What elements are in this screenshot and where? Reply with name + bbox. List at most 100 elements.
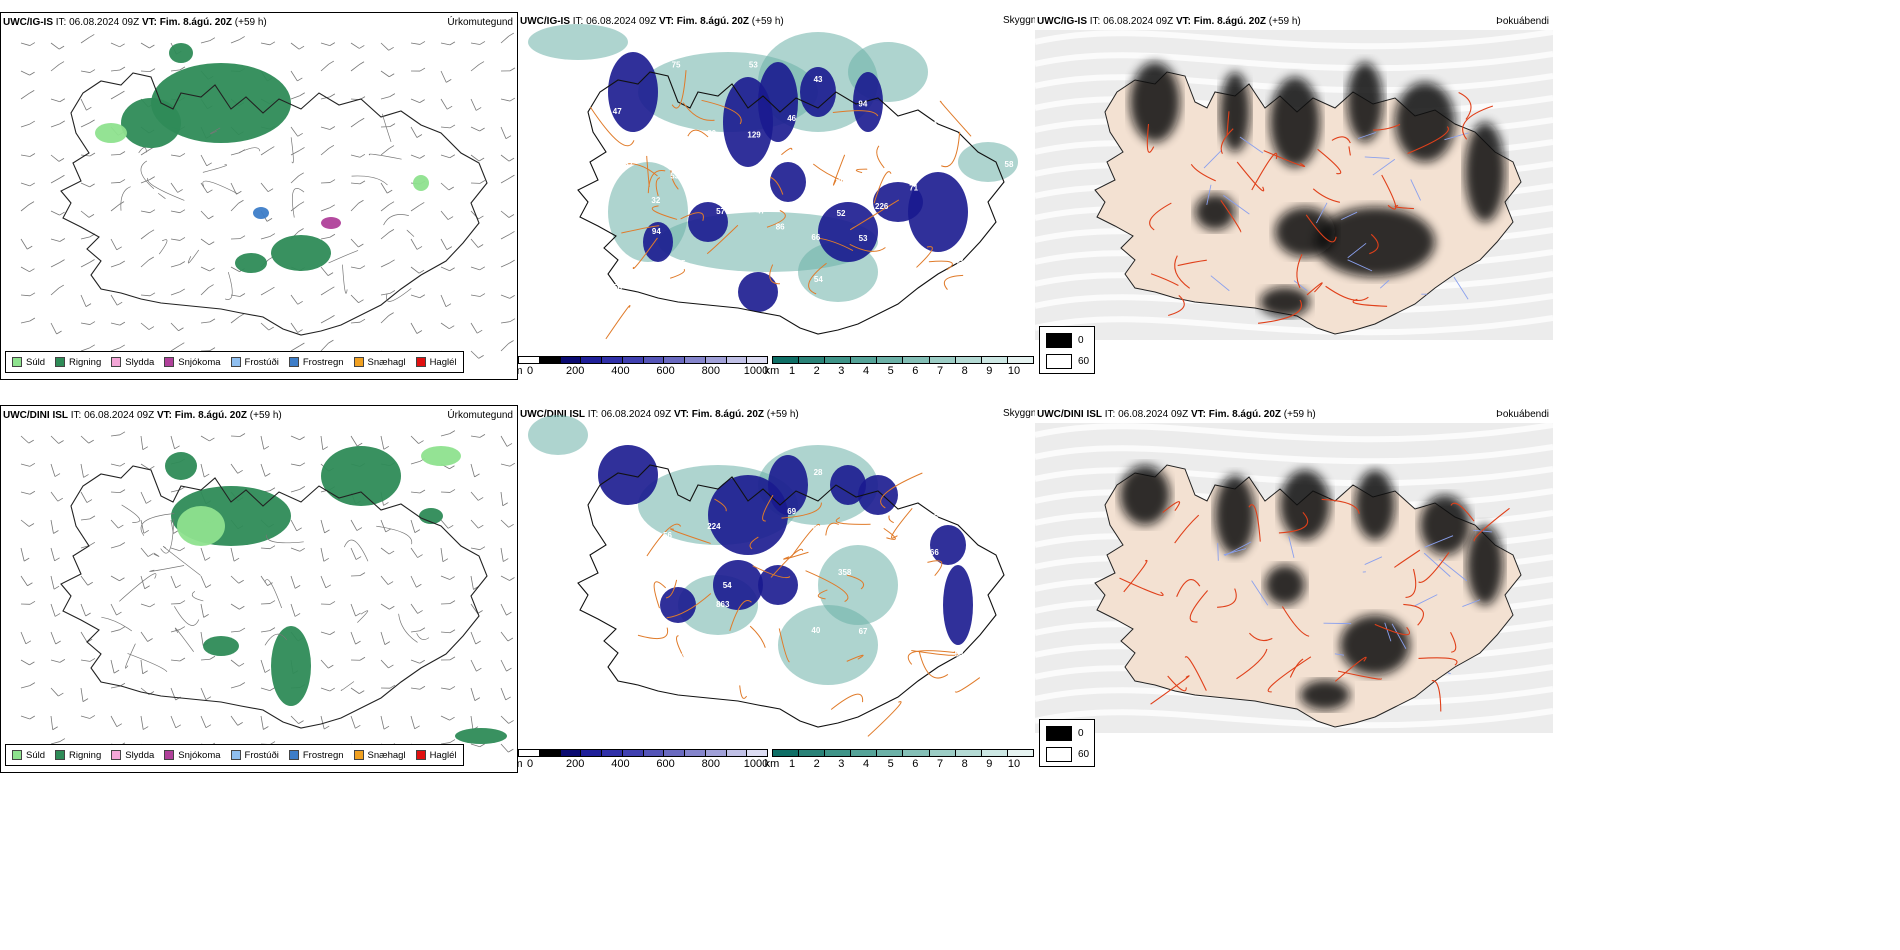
model-row: UWC/DINI ISL IT: 06.08.2024 09Z VT: Fim.… [0,405,1900,785]
visibility-value-label: 51 [1004,112,1013,121]
visibility-value-label: 94 [652,227,661,236]
legend-item-rigning: Rigning [55,357,101,368]
visibility-panel: UWC/IG-IS IT: 06.08.2024 09Z VT: Fim. 8.… [518,12,1035,384]
legend-label: Frostregn [302,749,344,761]
legend-label: Frostúði [244,356,279,368]
cloud-base-colorbar: m02004006008001000 [518,749,768,771]
legend-item-haglél: Haglél [415,749,457,761]
cloud-base-tick: 400 [611,758,630,770]
visibility-label: Skyggni [1003,408,1035,419]
cloud-base-colorbar: m02004006008001000 [518,356,768,378]
legend-swatch [230,750,241,760]
visibility-value-label: 56 [613,283,622,292]
legend-item-snjókoma: Snjókoma [164,357,221,368]
visibility-value-label: 73 [813,132,822,141]
legend-swatch [55,357,66,367]
visibility-label: Skyggni [1003,15,1035,26]
fog-legend-swatch [1046,747,1072,762]
visibility-tick: 8 [961,758,968,770]
visibility-value-label: 66 [930,548,939,557]
visibility-value-label: 43 [814,75,823,84]
visibility-value-label: 56 [663,531,672,540]
precip-type-map [20,430,516,758]
visibility-tick: 5 [887,365,894,377]
visibility-value-label: 96 [726,287,735,296]
visibility-value-label: 32 [651,196,660,205]
legend-label: Haglél [429,356,457,368]
model-row: UWC/IG-IS IT: 06.08.2024 09Z VT: Fim. 8.… [0,12,1900,392]
visibility-value-label: 56 [663,138,672,147]
legend-swatch [12,357,22,367]
visibility-tick: 9 [986,365,993,377]
panel-title: UWC/IG-IS IT: 06.08.2024 09Z VT: Fim. 8.… [3,17,267,28]
legend-label: Snjókoma [178,749,221,761]
visibility-colorbar: km 1 2 3 4 5 6 7 8 9 10 [765,356,1034,378]
visibility-value-label: 66 [811,233,820,242]
precip-type-label: Úrkomutegund [447,410,513,421]
fog-index-legend: 0 60 [1039,719,1095,767]
visibility-tick: 1 [788,365,796,377]
visibility-value-label: 69 [624,553,633,562]
legend-item-frostregn: Frostregn [288,357,344,368]
visibility-value-label: 80 [707,129,716,138]
visibility-tick: 1 [788,758,796,770]
visibility-value-label: 53 [677,652,686,661]
cloud-base-tick: 600 [656,365,675,377]
panel-title: UWC/IG-IS IT: 06.08.2024 09Z VT: Fim. 8.… [1037,16,1301,27]
visibility-tick: 6 [912,758,919,770]
visibility-tick: 10 [1007,758,1021,770]
legend-item-snæhagl: Snæhagl [353,750,406,761]
precip-type-map [20,32,516,364]
fog-index-panel: UWC/DINI ISL IT: 06.08.2024 09Z VT: Fim.… [1035,405,1553,773]
legend-label: Rigning [69,749,102,761]
legend-item-súld: Súld [12,357,45,368]
visibility-value-label: 58 [1005,160,1014,169]
visibility-value-label: 39 [726,680,735,689]
fog-index-panel: UWC/IG-IS IT: 06.08.2024 09Z VT: Fim. 8.… [1035,12,1553,380]
cloud-base-tick: 1000 [743,758,769,770]
visibility-value-label: 86 [776,223,785,232]
legend-label: Haglél [429,749,457,761]
visibility-value-label: 67 [859,627,868,636]
visibility-tick: 7 [936,365,944,377]
visibility-value-label: 68 [776,616,785,625]
fog-index-label: Þokuábendi [1496,16,1549,27]
fog-legend-value: 60 [1078,749,1090,760]
cloud-base-tick: 200 [566,758,585,770]
visibility-map: 358 863 69 67 69 55 39 85 49 54 51 40 56 66 53 75 58 54 46… [528,415,1025,737]
visibility-map: 82 57 46 53 67 11 96 75 47 45 73 66 56 57 55 53 43 54 44 86… [528,24,1025,340]
cloud-base-tick: 0 [526,365,534,377]
fog-index-map [1035,29,1553,340]
fog-legend-value: 60 [1078,356,1090,367]
visibility-value-label: 44 [820,151,829,160]
visibility-tick: 7 [936,758,944,770]
legend-item-súld: Súld [12,750,45,761]
cloud-base-tick: 1000 [743,365,769,377]
visibility-tick: 10 [1007,365,1021,377]
visibility-value-label: 71 [909,184,918,193]
visibility-value-label: 57 [930,155,939,164]
legend-label: Súld [26,749,46,761]
visibility-value-label: 75 [749,454,758,463]
visibility-value-label: 69 [787,507,796,516]
visibility-value-label: 226 [875,202,889,211]
legend-swatch [230,357,241,367]
legend-swatch [415,750,426,760]
fog-legend-swatch [1046,354,1072,369]
visibility-value-label: 224 [707,522,721,531]
fog-legend-item: 60 [1046,354,1089,369]
legend-item-haglél: Haglél [415,356,457,368]
visibility-panel: UWC/DINI ISL IT: 06.08.2024 09Z VT: Fim.… [518,405,1035,777]
legend-item-frostúði: Frostúði [230,750,279,761]
visibility-value-label: 46 [820,544,829,553]
visibility-value-label: 40 [811,626,820,635]
visibility-value-label: 54 [723,581,732,590]
visibility-value-label: 55 [929,513,938,522]
visibility-value-label: 358 [838,568,852,577]
visibility-value-label: 55 [677,259,686,268]
legend-swatch [353,750,364,760]
panel-title: UWC/IG-IS IT: 06.08.2024 09Z VT: Fim. 8.… [520,16,784,27]
visibility-tick: 5 [887,758,894,770]
visibility-value-label: 53 [859,234,868,243]
cloud-base-tick: 200 [566,365,585,377]
